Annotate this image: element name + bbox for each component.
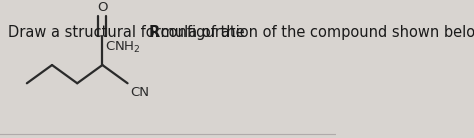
Text: O: O (97, 1, 108, 14)
Text: CN: CN (130, 86, 149, 99)
Text: R: R (149, 25, 160, 40)
Text: configuration of the compound shown below.: configuration of the compound shown belo… (156, 25, 474, 40)
Text: Draw a structural formula of the: Draw a structural formula of the (9, 25, 250, 40)
Text: CNH$_2$: CNH$_2$ (105, 40, 140, 55)
